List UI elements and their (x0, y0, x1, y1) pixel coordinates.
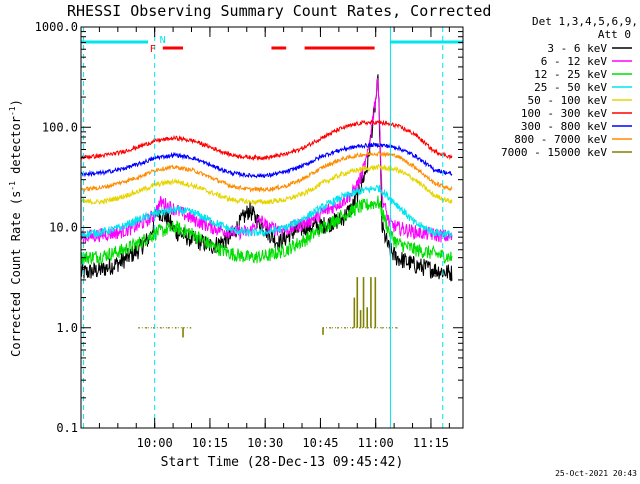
legend-label: 3 - 6 keV (547, 42, 607, 55)
y-axis-label: Corrected Count Rate (s-1 detector-1) (8, 99, 23, 357)
y-tick-label: 10.0 (49, 221, 78, 235)
olive-point (351, 327, 354, 329)
timestamp: 25-Oct-2021 20:43 (555, 469, 637, 478)
legend-label: 800 - 7000 keV (514, 133, 607, 146)
y-tick-label: 100.0 (42, 120, 78, 134)
x-tick-label: 10:15 (192, 436, 228, 450)
legend-label: 12 - 25 keV (534, 68, 607, 81)
x-tick-label: 10:30 (247, 436, 283, 450)
y-axis-label-sup2: -1 (8, 106, 17, 116)
olive-point (160, 327, 162, 329)
series-7000-15000-kev (138, 277, 398, 338)
legend-header-line2: Att 0 (598, 28, 631, 41)
x-tick-label: 10:00 (137, 436, 173, 450)
saa-label: N (160, 35, 166, 46)
olive-point (145, 327, 148, 329)
legend-label: 300 - 800 keV (521, 120, 607, 133)
olive-point (337, 327, 339, 329)
legend-label: 6 - 12 keV (541, 55, 608, 68)
x-axis-label: Start Time (28-Dec-13 09:45:42) (161, 455, 404, 470)
olive-point (189, 327, 192, 329)
legend-header-line1: Det 1,3,4,5,6,9, (532, 15, 638, 28)
olive-point (152, 327, 155, 329)
olive-point (366, 327, 369, 329)
x-tick-label: 10:45 (302, 436, 338, 450)
y-axis-label-main: Corrected Count Rate (s (9, 191, 23, 357)
flare-label: F (150, 44, 156, 55)
legend-label: 7000 - 15000 keV (501, 146, 607, 159)
x-tick-label: 11:15 (413, 436, 449, 450)
y-axis-label-mid: detector (9, 116, 23, 181)
y-axis-label-sup1: -1 (8, 181, 17, 191)
olive-point (396, 327, 398, 329)
y-tick-label: 1.0 (56, 321, 78, 335)
legend-label: 100 - 300 keV (521, 107, 607, 120)
chart-title: RHESSI Observing Summary Count Rates, Co… (67, 2, 491, 20)
legend-label: 25 - 50 keV (534, 81, 607, 94)
y-axis-label-end: ) (9, 99, 23, 106)
olive-point (167, 327, 170, 329)
plot-area: FN 0.1 1.0 10.0 100.0 1000.0 10:00 10:15 10:30 10… (35, 20, 464, 450)
y-tick-label: 1000.0 (35, 20, 78, 34)
legend-label: 50 - 100 keV (528, 94, 608, 107)
y-tick-label: 0.1 (56, 421, 78, 435)
olive-point (344, 327, 346, 329)
x-tick-label: 11:00 (358, 436, 394, 450)
olive-point (381, 327, 383, 329)
olive-point (329, 327, 332, 329)
